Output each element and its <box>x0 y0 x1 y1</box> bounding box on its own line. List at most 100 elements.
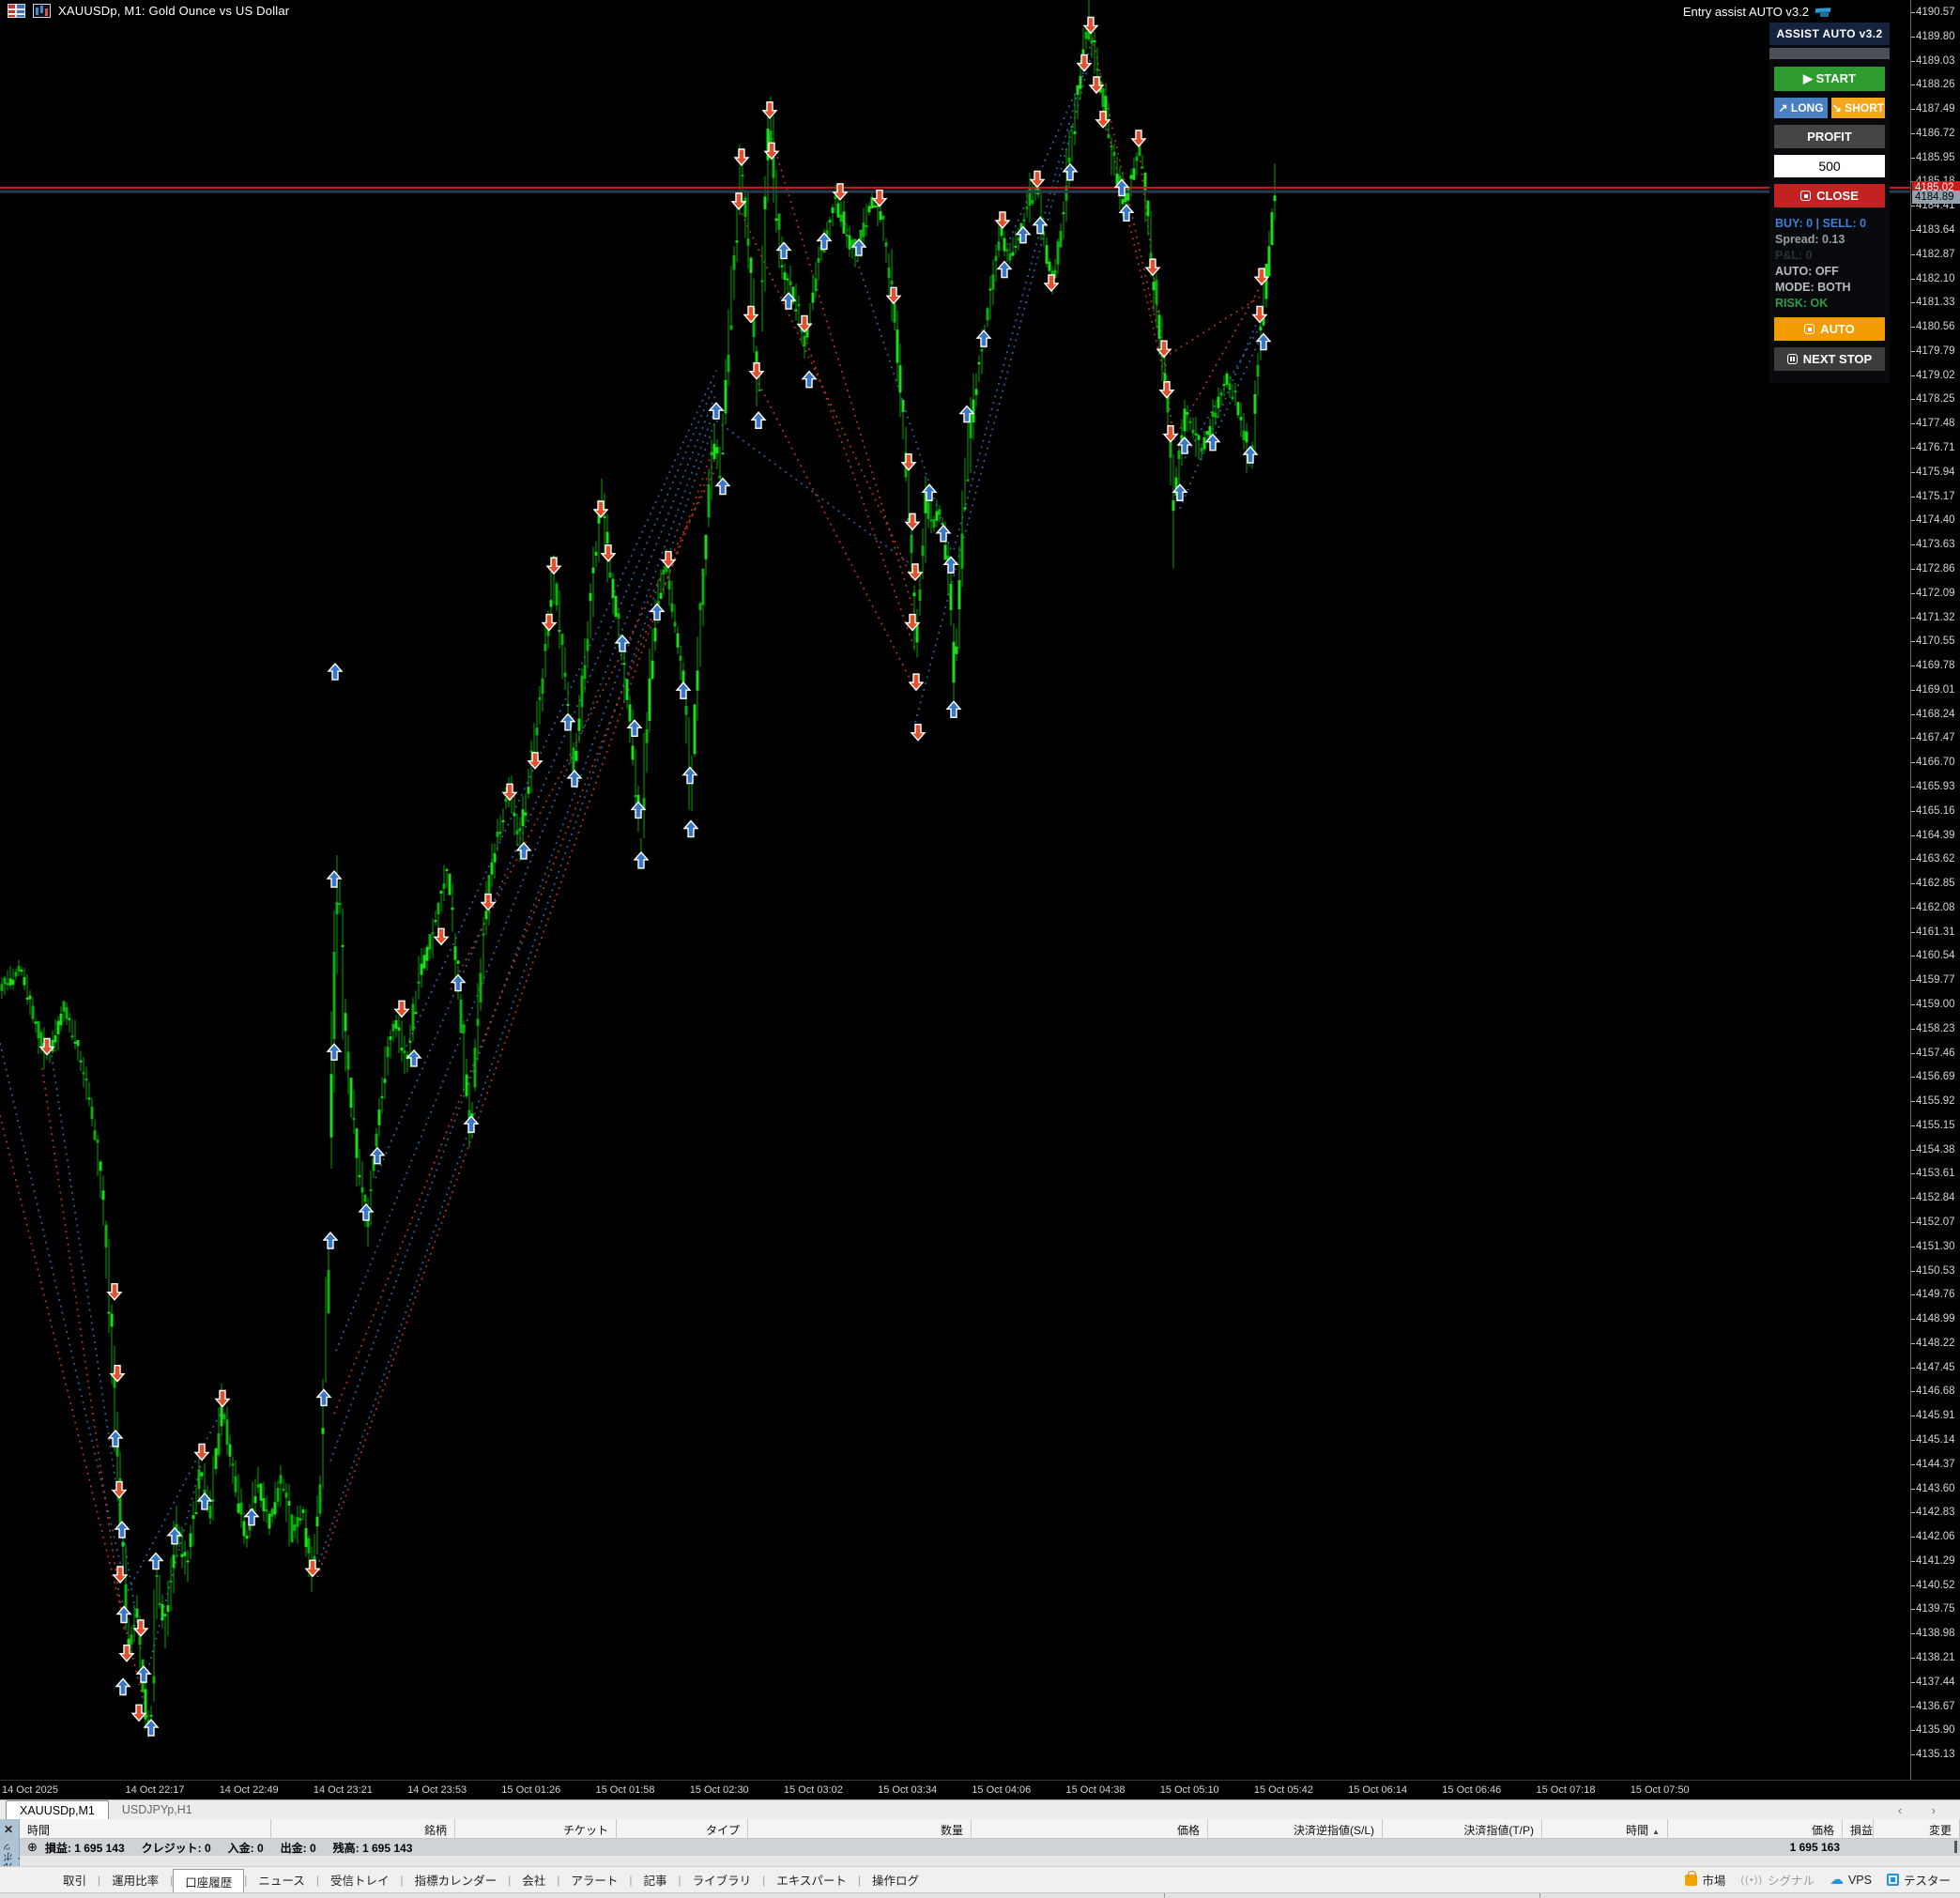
time-axis[interactable]: 14 Oct 2025 14 Oct 22:17 14 Oct 22:49 14 Oc… <box>0 1780 1960 1799</box>
chart-area[interactable]: XAUUSDp, M1: Gold Ounce vs US Dollar Ent… <box>0 0 1911 1780</box>
sell-arrow-marker <box>1156 340 1172 359</box>
candle-body <box>290 1514 294 1543</box>
candle-body <box>127 1638 130 1646</box>
candle-body <box>1031 200 1034 204</box>
candle-body <box>898 365 902 392</box>
price-axis-label: 4149.76 <box>1911 1289 1955 1301</box>
column-header[interactable]: 変更 <box>1874 1819 1960 1838</box>
statusbar-market[interactable]: 市場 <box>1685 1870 1725 1889</box>
candle-body <box>110 1313 114 1327</box>
sell-arrow-marker <box>545 557 562 575</box>
candle-body <box>1219 392 1223 396</box>
toolbox-tab-4[interactable]: 受信トレイ <box>329 1875 390 1888</box>
column-header[interactable]: チケット <box>455 1819 617 1838</box>
table-scrollbar[interactable] <box>1954 1841 1957 1853</box>
chart-tab-xauusdp-m1[interactable]: XAUUSDp,M1 <box>6 1800 109 1819</box>
expand-plus-icon[interactable]: ⊕ <box>27 1840 38 1854</box>
toolbox-tab-9[interactable]: ライブラリ <box>692 1875 752 1888</box>
candle-body <box>1152 282 1156 291</box>
toolbox-tab-2[interactable]: 口座履歴 <box>173 1868 245 1893</box>
close-all-button[interactable]: CLOSE <box>1774 184 1885 207</box>
candle-body <box>850 239 854 247</box>
buy-arrow-marker <box>935 524 952 543</box>
close-icon[interactable]: ✕ <box>4 1823 14 1836</box>
column-header[interactable]: 時間 <box>20 1819 271 1838</box>
sell-arrow-marker <box>763 142 780 161</box>
toolbox-tab-8[interactable]: 記事 <box>643 1875 667 1888</box>
buy-arrow-marker <box>630 801 647 819</box>
candle-body <box>949 583 953 611</box>
candle-body <box>87 1097 91 1100</box>
next-stop-button[interactable]: NEXT STOP <box>1774 347 1885 371</box>
toolbox-tab-7[interactable]: アラート <box>571 1875 619 1888</box>
candle-body <box>420 963 423 975</box>
auto-button[interactable]: AUTO <box>1774 317 1885 341</box>
column-header[interactable]: 銘柄 <box>271 1819 455 1838</box>
toolbox-tab-10[interactable]: エキスパート <box>776 1875 847 1888</box>
toolbox-tab-1[interactable]: 運用比率 <box>112 1875 160 1888</box>
column-header[interactable]: 数量 <box>748 1819 972 1838</box>
candle-body <box>124 1584 128 1615</box>
candle-body <box>1236 402 1240 416</box>
price-axis-label: 4159.77 <box>1911 974 1955 987</box>
column-header[interactable]: 損益 <box>1843 1819 1874 1838</box>
sell-arrow-marker <box>501 783 518 802</box>
column-header[interactable]: 時間 ▲ <box>1542 1819 1668 1838</box>
toolbox-tab-3[interactable]: ニュース <box>258 1875 305 1888</box>
candle-body <box>304 1527 308 1548</box>
toolbox-tab-5[interactable]: 指標カレンダー <box>414 1875 498 1888</box>
sell-arrow-marker <box>904 513 921 531</box>
candle-body <box>152 1676 156 1684</box>
statusbar-tester[interactable]: テスター <box>1886 1871 1951 1889</box>
candle-body <box>780 265 784 268</box>
profit-button[interactable]: PROFIT <box>1774 125 1885 148</box>
long-button[interactable]: ↗ LONG <box>1774 98 1828 118</box>
short-button[interactable]: ↘ SHORT <box>1831 98 1885 118</box>
candle-body <box>684 706 688 715</box>
candle-body <box>158 1602 161 1605</box>
candle-body <box>138 1636 142 1645</box>
account-summary-item: 入金: 0 <box>227 1841 264 1855</box>
statusbar-signals[interactable]: ((•)) シグナル <box>1740 1874 1815 1889</box>
candle-body <box>234 1476 237 1492</box>
window-bottom-edge <box>0 1892 1960 1898</box>
column-header[interactable]: 決済指値(T/P) <box>1383 1819 1542 1838</box>
sell-arrow-marker <box>1088 76 1105 95</box>
tab-scroll-arrows[interactable]: ‹ › <box>1897 1803 1949 1817</box>
profit-amount-input[interactable] <box>1774 155 1885 177</box>
column-header[interactable]: 価格 <box>1668 1819 1843 1838</box>
candle-body <box>932 519 936 528</box>
candle-body <box>338 903 342 906</box>
column-header[interactable]: 価格 <box>972 1819 1208 1838</box>
candle-body <box>634 794 637 797</box>
candle-body <box>493 853 497 863</box>
buy-arrow-marker <box>750 411 767 429</box>
toolbox-tab-0[interactable]: 取引 <box>63 1875 87 1888</box>
candle-body <box>651 660 654 680</box>
price-axis[interactable]: 4190.57 4189.80 4189.03 4188.26 4187.49 4186.… <box>1911 0 1960 1780</box>
candle-body <box>34 1021 38 1024</box>
candle-body <box>360 1186 364 1193</box>
candle-body <box>403 1050 406 1054</box>
statusbar-vps[interactable]: ☁ VPS <box>1829 1871 1872 1888</box>
toolbox-tab-6[interactable]: 会社 <box>522 1875 546 1888</box>
chart-tab-usdjpyp-h1[interactable]: USDJPYp,H1 <box>121 1803 192 1816</box>
price-axis-label: 4170.55 <box>1911 635 1955 648</box>
buy-arrow-marker <box>559 712 576 731</box>
candle-body <box>758 389 761 391</box>
toolbox-tab-11[interactable]: 操作ログ <box>872 1875 920 1888</box>
column-header[interactable]: タイプ <box>617 1819 748 1838</box>
column-header[interactable]: 決済逆指値(S/L) <box>1208 1819 1383 1838</box>
candle-body <box>496 832 499 837</box>
candle-body <box>718 475 722 479</box>
start-button[interactable]: ▶ START <box>1774 67 1885 91</box>
candle-body <box>727 354 730 373</box>
profit-total: 1 695 163 <box>1789 1841 1840 1854</box>
account-summary-row[interactable]: ⊕ 損益: 1 695 143 クレジット: 0 入金: 0 出金: 0 残高: 1 6… <box>20 1839 1960 1856</box>
tab-separator: | <box>170 1873 174 1887</box>
candle-body <box>237 1503 240 1513</box>
candle-body <box>1067 157 1071 163</box>
candle-body <box>245 1535 249 1539</box>
candle-body <box>1070 125 1074 128</box>
candle-body <box>704 534 708 559</box>
